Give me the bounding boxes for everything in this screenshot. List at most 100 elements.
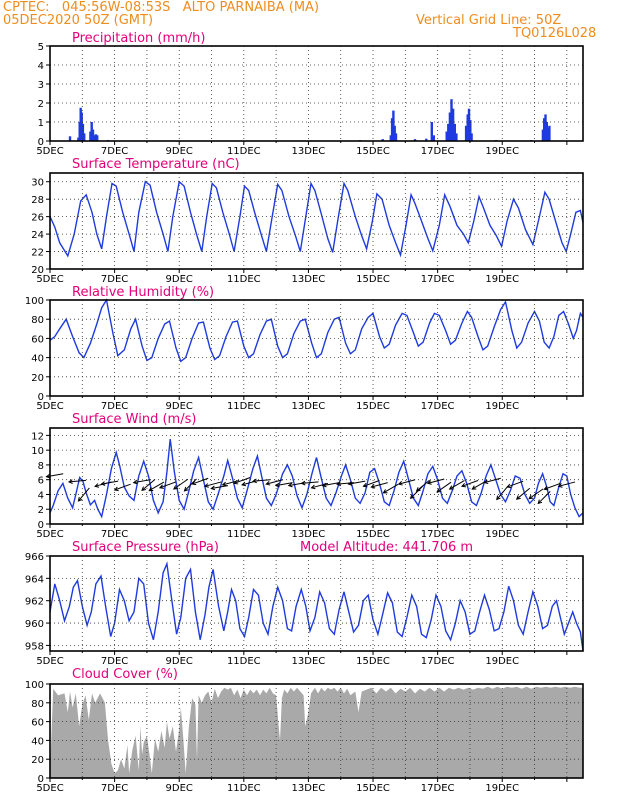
wind-arrow-shaft xyxy=(427,478,445,484)
precip-bar xyxy=(450,99,453,141)
wind-arrow-head xyxy=(515,495,521,500)
pressure-xtick-label: 17DEC xyxy=(421,656,455,667)
temp-ytick-label: 26 xyxy=(31,213,44,224)
wind-arrow xyxy=(132,479,151,485)
wind-arrow-head xyxy=(537,499,543,505)
wind-arrow-head xyxy=(158,484,164,489)
pressure-panel: Surface Pressure (hPa) Model Altitude: 44… xyxy=(25,540,584,667)
wind-arrow xyxy=(426,478,445,485)
pressure-frame xyxy=(49,555,584,652)
wind-arrow xyxy=(100,480,119,486)
rh-ytick-label: 80 xyxy=(31,315,44,326)
wind-arrow-head xyxy=(210,485,216,491)
wind-arrow xyxy=(515,487,531,500)
precip-xtick-label: 9DEC xyxy=(166,146,193,157)
wind-arrow-head xyxy=(543,485,549,491)
temp-xtick-label: 13DEC xyxy=(292,274,326,285)
precip-bar xyxy=(470,133,473,141)
wind-arrow-head xyxy=(362,482,368,488)
wind-arrow xyxy=(496,486,509,501)
rh-ytick-label: 0 xyxy=(38,392,44,403)
precip-bar xyxy=(448,112,452,141)
wind-arrow-head xyxy=(310,484,316,490)
cloud-ytick-label: 0 xyxy=(38,774,44,785)
wind-arrow-shaft xyxy=(371,482,388,488)
pressure-title: Surface Pressure (hPa) xyxy=(72,540,219,555)
precip-ytick-label: 5 xyxy=(38,42,44,53)
wind-xtick-label: 7DEC xyxy=(101,529,128,540)
precip-bar xyxy=(68,136,72,142)
pressure-xtick-label: 15DEC xyxy=(356,656,390,667)
wind-arrow-shaft xyxy=(363,480,380,487)
wind-ytick-label: 2 xyxy=(38,505,44,516)
pressure-xtick-label: 5DEC xyxy=(36,656,63,667)
wind-arrow xyxy=(210,485,229,491)
wind-arrow-head xyxy=(221,481,227,487)
pressure-ytick-label: 958 xyxy=(25,641,44,652)
wind-arrow-shaft xyxy=(275,482,293,487)
wind-arrow xyxy=(45,473,64,479)
cloud-xtick-label: 17DEC xyxy=(421,783,455,794)
wind-arrow-head xyxy=(460,482,466,488)
wind-arrow-shaft xyxy=(68,479,86,483)
wind-ytick-label: 6 xyxy=(38,476,44,487)
rh-ytick-label: 20 xyxy=(31,373,44,384)
wind-arrow xyxy=(397,479,416,486)
wind-ytick-label: 8 xyxy=(38,461,44,472)
wind-arrow-shaft xyxy=(516,487,531,500)
rh-xtick-label: 13DEC xyxy=(292,401,326,412)
wind-arrow-head xyxy=(173,485,178,490)
pressure-ytick-label: 960 xyxy=(25,619,44,630)
wind-xtick-label: 17DEC xyxy=(421,529,455,540)
wind-xtick-label: 11DEC xyxy=(227,529,261,540)
pressure-xtick-label: 11DEC xyxy=(227,656,261,667)
temp-ytick-label: 30 xyxy=(31,178,44,189)
precip-xtick-label: 5DEC xyxy=(36,146,63,157)
wind-xtick-label: 5DEC xyxy=(36,529,63,540)
wind-arrow-head xyxy=(496,495,501,501)
wind-xtick-label: 15DEC xyxy=(356,529,390,540)
rh-title: Relative Humidity (%) xyxy=(72,285,214,300)
wind-arrow-shaft xyxy=(204,481,222,487)
wind-arrow xyxy=(265,479,283,486)
precip-bar xyxy=(89,131,92,141)
wind-arrow xyxy=(415,479,430,492)
wind-arrow xyxy=(483,477,501,485)
wind-arrow-head xyxy=(252,478,257,484)
wind-arrow-shaft xyxy=(348,480,366,485)
cloud-ytick-label: 60 xyxy=(31,718,44,729)
wind-title: Surface Wind (m/s) xyxy=(72,412,196,427)
wind-arrow-shaft xyxy=(234,477,251,484)
precip-ytick-label: 0 xyxy=(38,137,44,148)
wind-ytick-label: 0 xyxy=(38,520,44,531)
wind-arrow xyxy=(148,481,165,492)
wind-arrow-head xyxy=(77,496,83,502)
precip-bar xyxy=(94,134,98,141)
precip-bar xyxy=(390,118,394,141)
temp-xtick-label: 5DEC xyxy=(36,274,63,285)
temp-xtick-label: 11DEC xyxy=(227,274,261,285)
wind-arrow xyxy=(436,481,452,493)
rh-ytick-label: 100 xyxy=(25,296,44,307)
rh-frame xyxy=(49,299,584,397)
precip-panel: Precipitation (mm/h) 0 1 2 3 4 5 5DEC 7DEC 9DEC 11… xyxy=(36,31,584,157)
cloud-xtick-label: 15DEC xyxy=(356,783,390,794)
temp-title: Surface Temperature (nC) xyxy=(72,157,240,172)
precip-ytick-label: 3 xyxy=(38,80,44,91)
wind-arrow-shaft xyxy=(322,482,340,487)
wind-arrow xyxy=(448,480,465,490)
precip-bar xyxy=(467,108,471,141)
wind-arrow-shaft xyxy=(101,480,119,485)
wind-arrow-shaft xyxy=(211,485,229,490)
wind-arrow-shaft xyxy=(528,488,544,500)
wind-arrow-shaft xyxy=(496,486,509,500)
pressure-xtick-label: 7DEC xyxy=(101,656,128,667)
wind-arrow-head xyxy=(203,483,209,488)
wind-arrow xyxy=(203,481,222,488)
wind-xtick-label: 19DEC xyxy=(485,529,519,540)
cloud-ytick-label: 20 xyxy=(31,755,44,766)
temp-ytick-label: 28 xyxy=(31,195,44,206)
precip-bar xyxy=(90,122,93,141)
wind-arrow-shaft xyxy=(544,482,561,490)
rh-xtick-label: 7DEC xyxy=(101,401,128,412)
